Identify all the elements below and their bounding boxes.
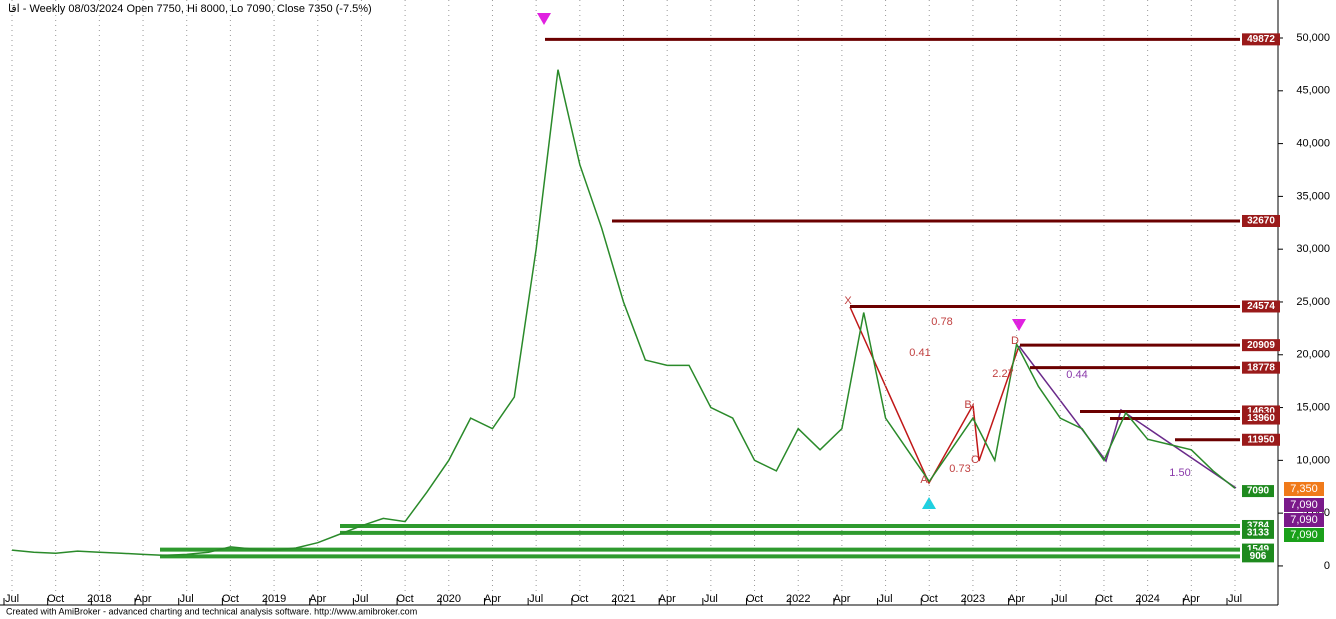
pattern-label: 0.44 [1066, 369, 1087, 381]
y-tick-label: 30,000 [1296, 243, 1330, 255]
pattern-label: 0.78 [931, 316, 952, 328]
x-tick-label: Oct [1095, 593, 1112, 605]
price-tag-label: 7,090 [1290, 499, 1318, 511]
pattern-label: A [920, 474, 928, 486]
level-tag [1242, 485, 1274, 498]
x-tick-label: Jul [354, 593, 368, 605]
level-tag [1242, 550, 1274, 563]
x-tick-label: Oct [746, 593, 763, 605]
y-tick-label: 20,000 [1296, 349, 1330, 361]
level-label: 20909 [1247, 340, 1275, 351]
x-tick-label: 2020 [437, 593, 461, 605]
footer: Created with AmiBroker - advanced charti… [6, 606, 417, 616]
price-line [11, 69, 1236, 557]
price-tag [1284, 498, 1324, 512]
x-tick-label: Apr [833, 593, 850, 605]
y-tick-label: 45,000 [1296, 85, 1330, 97]
x-tick-label: Apr [484, 593, 501, 605]
price-tag [1284, 513, 1324, 527]
x-tick-label: Jul [879, 593, 893, 605]
pattern-label: 2.27 [992, 368, 1013, 380]
pattern-label: C [971, 454, 979, 466]
x-tick-label: Oct [222, 593, 239, 605]
price-tag [1284, 482, 1324, 496]
x-tick-label: 2018 [87, 593, 111, 605]
level-label: 1549 [1247, 544, 1270, 555]
pattern-label: B [964, 399, 971, 411]
level-tag [1242, 412, 1280, 425]
level-label: 14630 [1247, 406, 1275, 417]
level-label: 49872 [1247, 34, 1275, 45]
x-tick-label: Apr [1008, 593, 1025, 605]
level-tag [1242, 361, 1280, 374]
level-label: 24574 [1247, 301, 1275, 312]
level-label: 13960 [1247, 413, 1275, 424]
x-tick-label: 2019 [262, 593, 286, 605]
price-tag-label: 7,090 [1290, 514, 1318, 526]
pattern-label: D [1011, 335, 1019, 347]
x-tick-label: Oct [47, 593, 64, 605]
x-tick-label: Apr [134, 593, 151, 605]
top-marker [1012, 319, 1026, 331]
x-tick-label: Jul [1053, 593, 1067, 605]
level-tag [1242, 33, 1280, 46]
x-tick-label: Apr [1183, 593, 1200, 605]
level-label: 11950 [1247, 434, 1275, 445]
pattern-label: 0.41 [909, 347, 930, 359]
x-tick-label: Apr [659, 593, 676, 605]
x-tick-label: Jul [1228, 593, 1242, 605]
level-label: 3784 [1247, 521, 1270, 532]
level-tag [1242, 526, 1274, 539]
x-tick-label: Oct [571, 593, 588, 605]
level-label: 18778 [1247, 362, 1275, 373]
level-label: 906 [1250, 551, 1267, 562]
level-tag [1242, 339, 1280, 352]
x-tick-label: Jul [180, 593, 194, 605]
chart-title: اقا - Weekly 08/03/2024 Open 7750, Hi 80… [8, 3, 372, 15]
y-tick-label: 15,000 [1296, 401, 1330, 413]
y-tick-label: 35,000 [1296, 190, 1330, 202]
x-tick-label: 2022 [786, 593, 810, 605]
price-tag-label: 7,350 [1290, 483, 1318, 495]
y-tick-label: 50,000 [1296, 32, 1330, 44]
harmonic-pattern [1018, 345, 1237, 489]
bottom-marker [922, 497, 936, 509]
y-tick-label: 40,000 [1296, 138, 1330, 150]
x-tick-label: Jul [704, 593, 718, 605]
price-tag [1284, 528, 1324, 542]
x-tick-label: Jul [5, 593, 19, 605]
level-label: 3133 [1247, 527, 1270, 538]
y-tick-label: 0 [1324, 560, 1330, 572]
level-label: 7090 [1247, 486, 1270, 497]
x-tick-label: Apr [309, 593, 326, 605]
top-marker [537, 13, 551, 25]
x-tick-label: Oct [921, 593, 938, 605]
x-tick-label: 2023 [961, 593, 985, 605]
price-tag-label: 7,090 [1290, 529, 1318, 541]
pattern-label: X [844, 295, 852, 307]
x-tick-label: 2021 [611, 593, 635, 605]
x-tick-label: Oct [397, 593, 414, 605]
level-tag [1242, 214, 1280, 227]
x-tick-label: Jul [529, 593, 543, 605]
y-tick-label: 25,000 [1296, 296, 1330, 308]
level-tag [1242, 433, 1280, 446]
y-tick-label: 10,000 [1296, 454, 1330, 466]
pattern-label: 1.50 [1169, 467, 1190, 479]
level-tag [1242, 300, 1280, 313]
x-tick-label: 2024 [1135, 593, 1159, 605]
pattern-label: 0.73 [949, 463, 970, 475]
level-label: 32670 [1247, 216, 1275, 227]
